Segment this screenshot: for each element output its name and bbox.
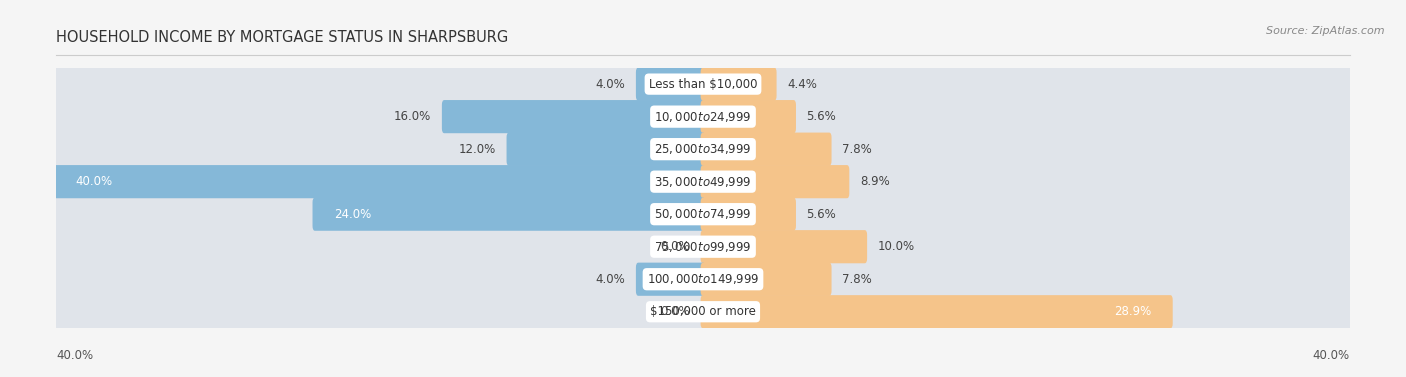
FancyBboxPatch shape: [53, 165, 706, 198]
Text: 7.8%: 7.8%: [842, 143, 872, 156]
FancyBboxPatch shape: [700, 295, 1173, 328]
Text: 40.0%: 40.0%: [76, 175, 112, 188]
Text: 24.0%: 24.0%: [335, 208, 371, 221]
Text: $25,000 to $34,999: $25,000 to $34,999: [654, 142, 752, 156]
Text: 16.0%: 16.0%: [394, 110, 432, 123]
Text: 10.0%: 10.0%: [877, 240, 915, 253]
Text: 4.0%: 4.0%: [596, 273, 626, 286]
FancyBboxPatch shape: [441, 100, 706, 133]
FancyBboxPatch shape: [700, 67, 776, 101]
FancyBboxPatch shape: [636, 263, 706, 296]
FancyBboxPatch shape: [52, 256, 1354, 302]
FancyBboxPatch shape: [52, 289, 1354, 335]
Text: $35,000 to $49,999: $35,000 to $49,999: [654, 175, 752, 188]
Legend: Without Mortgage, With Mortgage: Without Mortgage, With Mortgage: [564, 372, 842, 377]
FancyBboxPatch shape: [506, 133, 706, 166]
Text: 7.8%: 7.8%: [842, 273, 872, 286]
Text: 8.9%: 8.9%: [860, 175, 890, 188]
Text: $50,000 to $74,999: $50,000 to $74,999: [654, 207, 752, 221]
FancyBboxPatch shape: [312, 198, 706, 231]
Text: HOUSEHOLD INCOME BY MORTGAGE STATUS IN SHARPSBURG: HOUSEHOLD INCOME BY MORTGAGE STATUS IN S…: [56, 30, 509, 45]
Text: 12.0%: 12.0%: [458, 143, 496, 156]
FancyBboxPatch shape: [700, 133, 831, 166]
Text: 4.4%: 4.4%: [787, 78, 817, 90]
Text: 5.6%: 5.6%: [807, 110, 837, 123]
FancyBboxPatch shape: [700, 198, 796, 231]
Text: 28.9%: 28.9%: [1114, 305, 1152, 318]
Text: $100,000 to $149,999: $100,000 to $149,999: [647, 272, 759, 286]
Text: $10,000 to $24,999: $10,000 to $24,999: [654, 110, 752, 124]
FancyBboxPatch shape: [636, 67, 706, 101]
Text: $75,000 to $99,999: $75,000 to $99,999: [654, 240, 752, 254]
FancyBboxPatch shape: [52, 93, 1354, 140]
Text: 5.6%: 5.6%: [807, 208, 837, 221]
FancyBboxPatch shape: [700, 165, 849, 198]
FancyBboxPatch shape: [700, 263, 831, 296]
FancyBboxPatch shape: [52, 191, 1354, 237]
Text: 0.0%: 0.0%: [661, 305, 690, 318]
FancyBboxPatch shape: [700, 100, 796, 133]
Text: Less than $10,000: Less than $10,000: [648, 78, 758, 90]
Text: 40.0%: 40.0%: [1313, 349, 1350, 362]
Text: 40.0%: 40.0%: [56, 349, 93, 362]
FancyBboxPatch shape: [52, 61, 1354, 107]
Text: Source: ZipAtlas.com: Source: ZipAtlas.com: [1267, 26, 1385, 37]
Text: 0.0%: 0.0%: [661, 240, 690, 253]
Text: 4.0%: 4.0%: [596, 78, 626, 90]
FancyBboxPatch shape: [52, 126, 1354, 172]
FancyBboxPatch shape: [52, 159, 1354, 205]
Text: $150,000 or more: $150,000 or more: [650, 305, 756, 318]
FancyBboxPatch shape: [52, 224, 1354, 270]
FancyBboxPatch shape: [700, 230, 868, 263]
